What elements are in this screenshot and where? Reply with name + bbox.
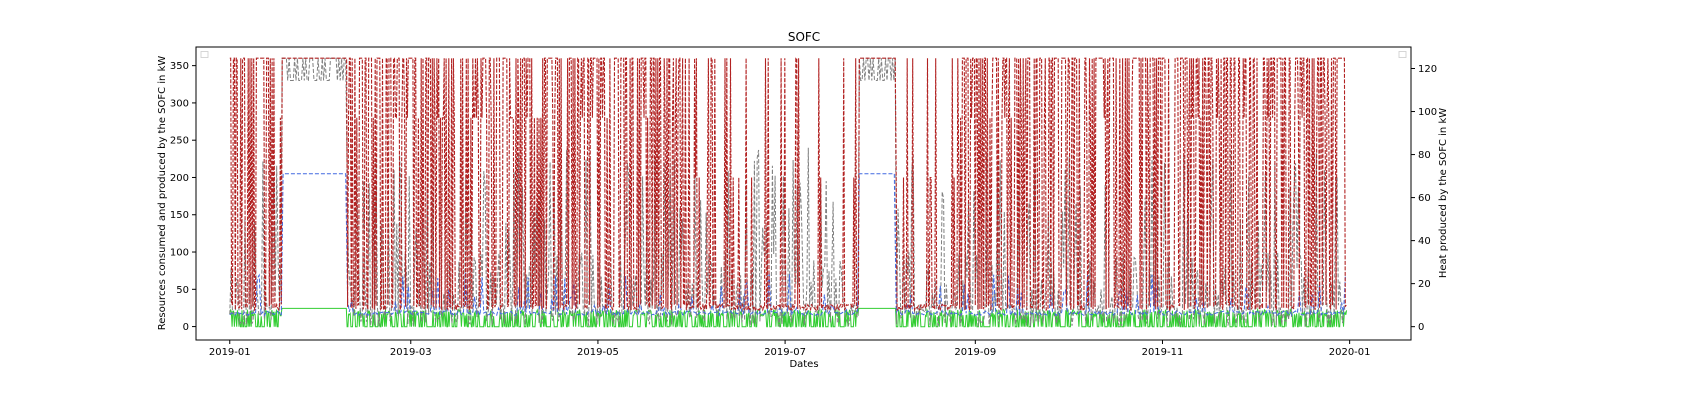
y-axis-left-title: Resources consumed and produced by the S… [157, 56, 168, 331]
x-axis: 2019-01 2019-03 2019-05 2019-07 2019-09 2019-… [209, 340, 1371, 358]
y-left-tick-label: 150 [170, 210, 189, 221]
x-tick-label: 2019-05 [577, 347, 619, 358]
series-blue [229, 173, 1346, 317]
x-tick-label: 2019-01 [209, 347, 251, 358]
y-left-tick-label: 50 [176, 285, 189, 296]
y-right-tick-label: 0 [1418, 322, 1424, 333]
y-axis-left: 0 50 100 150 200 250 300 350 [170, 61, 196, 333]
y-axis-right-title: Heat produced by the SOFC in kW [1438, 108, 1449, 278]
x-axis-title: Dates [789, 359, 818, 370]
legend-right [1398, 51, 1407, 58]
y-axis-right: 0 20 40 60 80 100 120 [1411, 64, 1437, 333]
y-left-tick-label: 250 [170, 136, 189, 147]
chart-title: SOFC [788, 30, 820, 44]
y-right-tick-label: 80 [1418, 150, 1431, 161]
series-grey [229, 57, 1346, 327]
x-tick-label: 2019-07 [764, 347, 806, 358]
y-right-tick-label: 60 [1418, 193, 1431, 204]
y-left-tick-label: 0 [183, 322, 189, 333]
plot-area [229, 57, 1348, 328]
y-left-tick-label: 100 [170, 248, 189, 259]
y-right-tick-label: 120 [1418, 64, 1437, 75]
series-layer [229, 57, 1348, 328]
y-right-tick-label: 40 [1418, 236, 1431, 247]
x-tick-label: 2020-01 [1329, 347, 1371, 358]
series-green [229, 307, 1348, 328]
y-right-tick-label: 100 [1418, 107, 1437, 118]
y-right-tick-label: 20 [1418, 279, 1431, 290]
y-left-tick-label: 350 [170, 61, 189, 72]
x-tick-label: 2019-09 [954, 347, 996, 358]
x-tick-label: 2019-03 [390, 347, 432, 358]
plot-frame [195, 46, 1412, 341]
y-left-tick-label: 300 [170, 98, 189, 109]
y-left-tick-label: 200 [170, 173, 189, 184]
x-tick-label: 2019-11 [1142, 347, 1184, 358]
series-red [229, 57, 1347, 312]
legend-left [200, 51, 209, 58]
